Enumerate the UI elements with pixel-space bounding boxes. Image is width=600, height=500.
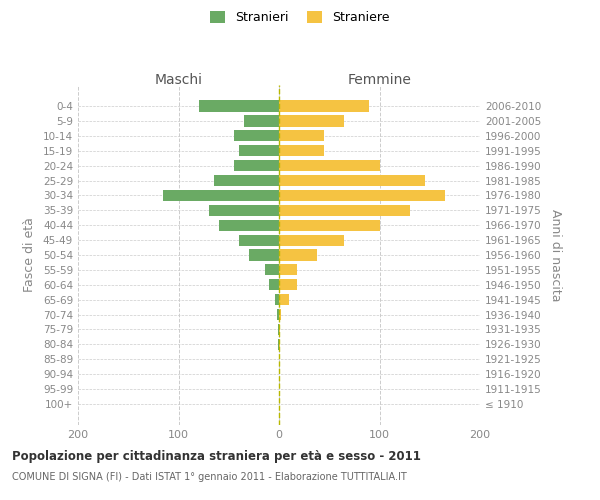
Text: Maschi: Maschi	[155, 72, 203, 86]
Bar	[239, 234, 279, 246]
Bar	[279, 204, 410, 216]
Bar	[279, 145, 324, 156]
Bar	[275, 294, 279, 306]
Bar	[269, 279, 279, 290]
Bar	[279, 339, 280, 350]
Bar	[234, 160, 279, 171]
Bar	[199, 100, 279, 112]
Bar	[279, 264, 297, 276]
Y-axis label: Fasce di età: Fasce di età	[23, 218, 36, 292]
Bar	[279, 220, 380, 231]
Bar	[278, 324, 279, 335]
Bar	[209, 204, 279, 216]
Bar	[214, 175, 279, 186]
Bar	[239, 145, 279, 156]
Text: Popolazione per cittadinanza straniera per età e sesso - 2011: Popolazione per cittadinanza straniera p…	[12, 450, 421, 463]
Bar	[265, 264, 279, 276]
Bar	[279, 160, 380, 171]
Bar	[279, 190, 445, 201]
Bar	[279, 130, 324, 141]
Bar	[279, 234, 344, 246]
Bar	[279, 250, 317, 260]
Bar	[279, 294, 289, 306]
Y-axis label: Anni di nascita: Anni di nascita	[550, 208, 562, 301]
Text: Femmine: Femmine	[347, 72, 412, 86]
Bar	[279, 309, 281, 320]
Bar	[249, 250, 279, 260]
Text: COMUNE DI SIGNA (FI) - Dati ISTAT 1° gennaio 2011 - Elaborazione TUTTITALIA.IT: COMUNE DI SIGNA (FI) - Dati ISTAT 1° gen…	[12, 472, 407, 482]
Bar	[279, 279, 297, 290]
Bar	[279, 324, 280, 335]
Bar	[277, 309, 279, 320]
Legend: Stranieri, Straniere: Stranieri, Straniere	[210, 11, 390, 24]
Bar	[244, 116, 279, 126]
Bar	[218, 220, 279, 231]
Bar	[279, 100, 370, 112]
Bar	[278, 339, 279, 350]
Bar	[279, 116, 344, 126]
Bar	[234, 130, 279, 141]
Bar	[163, 190, 279, 201]
Bar	[279, 175, 425, 186]
